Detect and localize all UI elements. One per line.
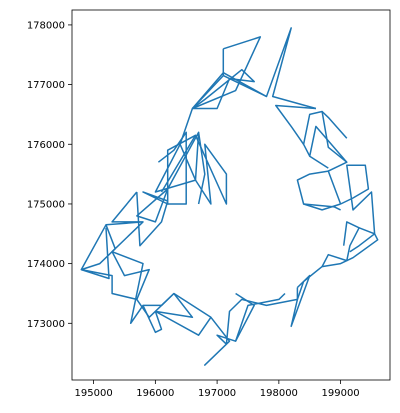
x-tick-label: 196000 xyxy=(136,388,174,399)
series-line-segment xyxy=(191,68,255,110)
series-line-segment xyxy=(308,125,348,205)
series-line-segment xyxy=(321,221,360,267)
series-line-segment xyxy=(275,104,316,145)
y-axis: 173000 174000 175000 176000 177000 178000 xyxy=(27,20,72,330)
series-line-segment xyxy=(81,268,137,301)
series-line-segment xyxy=(303,203,341,211)
plot-lines xyxy=(80,27,379,366)
x-tick-label: 195000 xyxy=(75,388,113,399)
series-line-segment xyxy=(197,132,206,205)
series-line-segment xyxy=(302,110,348,163)
series-line-segment xyxy=(234,292,286,342)
x-tick-label: 197000 xyxy=(198,388,236,399)
series-line-segment xyxy=(173,287,299,366)
x-tick-label: 199000 xyxy=(322,388,360,399)
series-line-segment xyxy=(142,305,163,334)
series-line-segment xyxy=(349,233,376,253)
series-line-segment xyxy=(296,170,341,211)
series-line-segment xyxy=(157,131,187,205)
y-tick-label: 178000 xyxy=(27,20,65,31)
y-tick-label: 173000 xyxy=(27,319,65,330)
series-line-segment xyxy=(321,110,348,139)
series-line-segment xyxy=(290,233,379,328)
plot-frame xyxy=(71,9,391,381)
series-line-segment xyxy=(81,224,116,271)
y-tick-label: 175000 xyxy=(27,199,65,210)
series-line-segment xyxy=(136,131,200,223)
y-tick-label: 174000 xyxy=(27,259,65,270)
y-tick-label: 176000 xyxy=(27,140,65,151)
x-axis: 195000 196000 197000 198000 199000 xyxy=(75,380,360,399)
series-line-segment xyxy=(340,164,376,235)
y-tick-label: 177000 xyxy=(27,80,65,91)
series-line-segment xyxy=(111,251,175,325)
x-tick-label: 198000 xyxy=(260,388,298,399)
series-line-segment xyxy=(136,134,196,247)
